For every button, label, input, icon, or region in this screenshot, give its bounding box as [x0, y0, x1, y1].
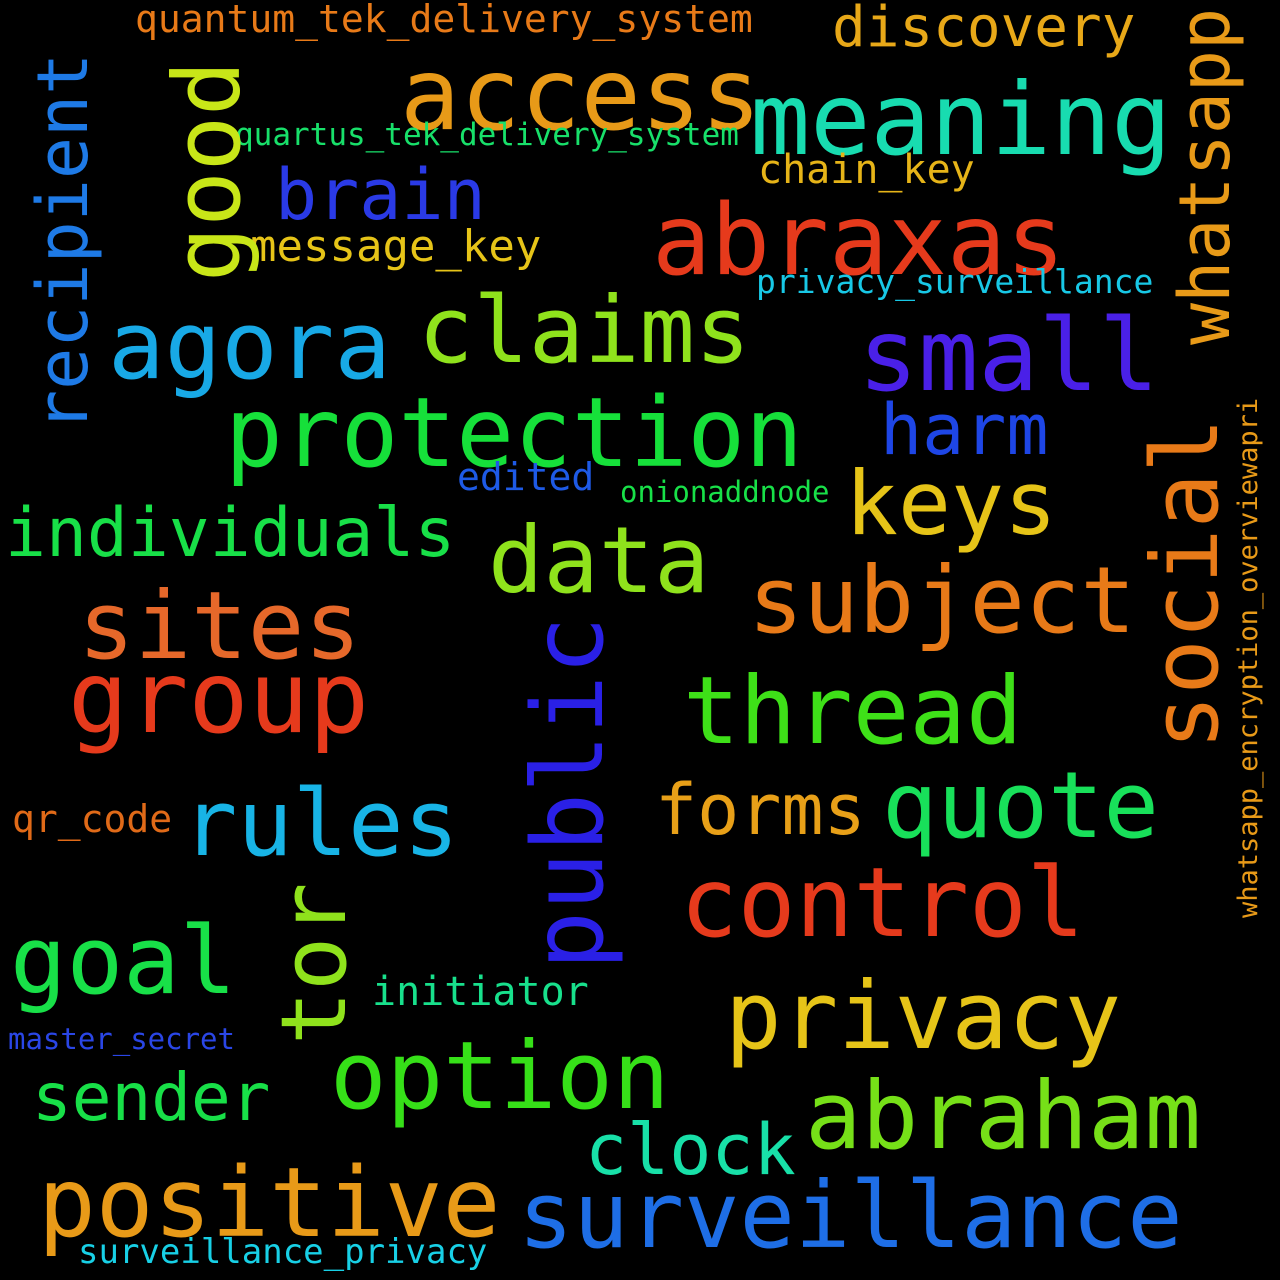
- word-good: good: [154, 60, 261, 282]
- word-master-secret: master_secret: [8, 1022, 235, 1056]
- word-edited: edited: [457, 455, 595, 499]
- word-positive: positive: [38, 1147, 501, 1259]
- word-agora: agora: [108, 292, 391, 401]
- word-sender: sender: [32, 1059, 271, 1136]
- word-chain-key: chain_key: [758, 147, 975, 193]
- word-sites: sites: [78, 572, 361, 681]
- word-tor: tor: [262, 882, 367, 1045]
- word-brain: brain: [275, 154, 486, 236]
- word-keys: keys: [845, 452, 1057, 555]
- word-small: small: [858, 297, 1160, 414]
- word-quartus-tek-delivery-system: quartus_tek_delivery_system: [235, 117, 739, 153]
- word-social: social: [1132, 417, 1239, 750]
- word-thread: thread: [683, 657, 1023, 766]
- word-group: group: [68, 639, 370, 756]
- word-qr-code: qr_code: [12, 797, 173, 841]
- word-individuals: individuals: [5, 494, 456, 573]
- word-option: option: [330, 1022, 670, 1131]
- word-quote: quote: [882, 752, 1159, 859]
- word-whatsapp-encryption-overviewapri: whatsapp_encryption_overviewapri: [1233, 397, 1264, 918]
- word-rules: rules: [182, 770, 459, 877]
- word-protection: protection: [225, 377, 803, 489]
- word-message-key: message_key: [250, 221, 542, 272]
- word-onionaddnode: onionaddnode: [620, 475, 830, 509]
- word-subject: subject: [748, 547, 1136, 654]
- word-goal: goal: [10, 907, 237, 1016]
- word-harm: harm: [880, 389, 1049, 471]
- word-surveillance: surveillance: [518, 1162, 1183, 1269]
- word-recipient: recipient: [22, 52, 104, 432]
- word-control: control: [680, 847, 1085, 959]
- word-meaning: meaning: [750, 61, 1172, 178]
- word-initiator: initiator: [372, 969, 589, 1015]
- word-abraxas: abraxas: [652, 184, 1066, 298]
- word-claims: claims: [418, 277, 751, 384]
- word-privacy-surveillance: privacy_surveillance: [756, 262, 1154, 301]
- word-access: access: [400, 36, 762, 153]
- word-abraham: abraham: [805, 1062, 1202, 1171]
- word-data: data: [488, 507, 710, 614]
- word-quantum-tek-delivery-system: quantum_tek_delivery_system: [135, 0, 753, 41]
- word-clock: clock: [585, 1109, 796, 1191]
- word-forms: forms: [655, 769, 866, 851]
- word-surveillance-privacy: surveillance_privacy: [78, 1232, 488, 1272]
- word-privacy: privacy: [725, 962, 1122, 1071]
- word-discovery: discovery: [832, 0, 1136, 60]
- word-whatsapp: whatsapp: [1164, 7, 1246, 345]
- word-public: public: [512, 615, 626, 970]
